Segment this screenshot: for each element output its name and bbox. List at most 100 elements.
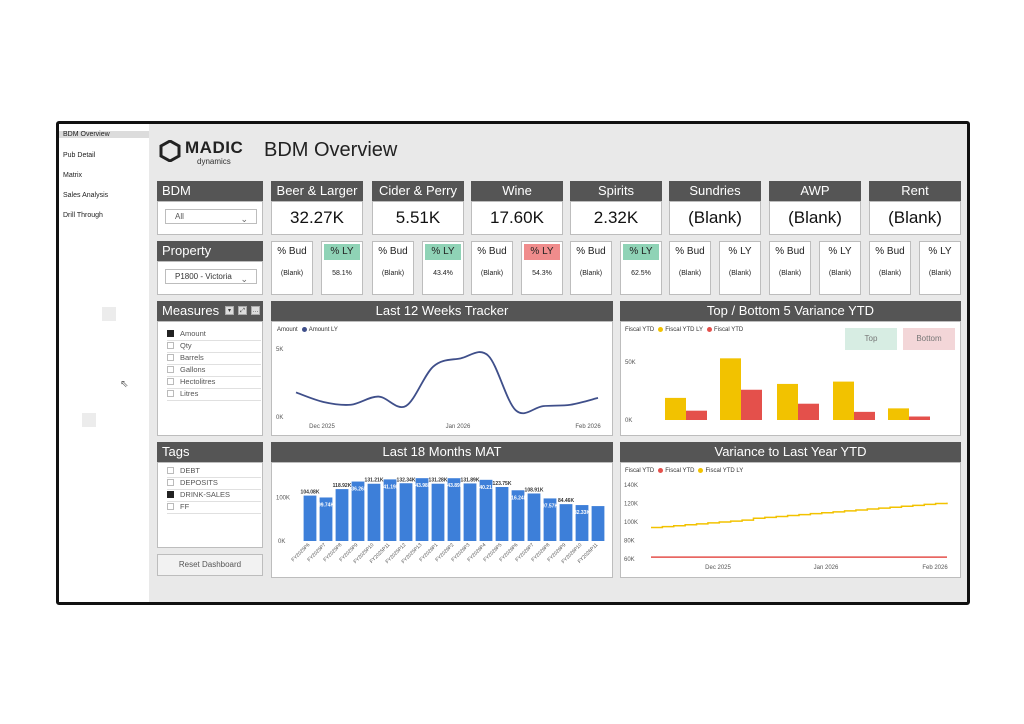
mat-data-label: 143.98K <box>413 483 432 489</box>
tag-option-drink-sales[interactable]: DRINK-SALES <box>167 489 261 502</box>
page-title: BDM Overview <box>264 139 398 161</box>
measure-option-barrels[interactable]: Barrels <box>167 352 261 365</box>
kpi-ly-box: % LY 54.3% <box>521 241 563 295</box>
top-button[interactable]: Top <box>845 328 897 350</box>
nav-item-matrix[interactable]: Matrix <box>63 172 83 179</box>
kpi-bud-box: % Bud (Blank) <box>769 241 811 295</box>
more-options-icon[interactable]: … <box>251 306 260 315</box>
mat-data-label: 108.91K <box>525 487 544 493</box>
measure-option-litres[interactable]: Litres <box>167 388 261 401</box>
kpi-card-header-sundries: Sundries <box>669 181 761 201</box>
list-item-label: Gallons <box>180 365 206 374</box>
kpi-card-header-cider: Cider & Perry <box>372 181 464 201</box>
tag-option-debt[interactable]: DEBT <box>167 465 261 478</box>
measure-option-gallons[interactable]: Gallons <box>167 364 261 377</box>
kpi-card-header-awp: AWP <box>769 181 861 201</box>
y-tick-label: 80K <box>624 539 635 545</box>
checkbox-icon <box>167 390 174 397</box>
kpi-bud-value: (Blank) <box>678 270 702 277</box>
kpi-ly-label: % LY <box>728 246 752 257</box>
mat-data-label: 141.19K <box>381 484 400 490</box>
nav-item-pub-detail[interactable]: Pub Detail <box>63 152 96 159</box>
legend-dot-icon <box>698 468 704 473</box>
kpi-bud-label: % Bud <box>576 246 606 257</box>
kpi-ly-value: 58.1% <box>332 270 352 277</box>
y-tick-label: 140K <box>624 483 638 489</box>
kpi-value-spirits: 2.32K <box>570 201 662 235</box>
kpi-bud-box: % Bud (Blank) <box>669 241 711 295</box>
bdm-dropdown[interactable]: All ⌄ <box>165 209 257 224</box>
mat-bar <box>575 505 589 541</box>
property-filter-header: Property <box>157 241 263 261</box>
legend-item: Amount LY <box>308 327 338 334</box>
mat-data-label: 82.33K <box>574 510 591 516</box>
checkbox-icon <box>167 467 174 474</box>
bar-fiscal-ytd <box>909 416 930 420</box>
legend-dot-icon <box>301 327 307 332</box>
list-item-label: Barrels <box>180 353 204 362</box>
mat-bar <box>335 489 349 541</box>
filter-icon[interactable]: ▾ <box>225 306 234 315</box>
legend-item: Amount <box>277 327 298 334</box>
mat-data-label: 84.46K <box>558 498 575 504</box>
list-item-label: DEPOSITS <box>180 478 218 487</box>
bottom-button[interactable]: Bottom <box>903 328 955 350</box>
mat-data-label: 116.24K <box>509 495 528 501</box>
mat-bar <box>479 479 493 541</box>
measure-option-qty[interactable]: Qty <box>167 340 261 353</box>
fiscal-ytd-ly-line <box>651 502 948 529</box>
mat-data-label: 132.34K <box>397 477 416 483</box>
list-item-label: Amount <box>180 329 206 338</box>
x-tick-label: Feb 2026 <box>922 565 948 571</box>
kpi-ly-value: 54.3% <box>532 270 552 277</box>
kpi-value-sundries: (Blank) <box>669 201 761 235</box>
logo-hexagon-icon <box>159 140 181 162</box>
tag-option-deposits[interactable]: DEPOSITS <box>167 477 261 490</box>
nav-item-sales-analysis[interactable]: Sales Analysis <box>63 192 109 199</box>
bar-fiscal-ytd <box>798 403 819 420</box>
chevron-down-icon: ⌄ <box>240 274 248 284</box>
kpi-value-beer: 32.27K <box>271 201 363 235</box>
kpi-bud-value: (Blank) <box>280 270 304 277</box>
kpi-bud-value: (Blank) <box>579 270 603 277</box>
nav-item-drill-through[interactable]: Drill Through <box>63 212 103 219</box>
tag-option-ff[interactable]: FF <box>167 501 261 514</box>
property-dropdown[interactable]: P1800 - Victoria ⌄ <box>165 269 257 284</box>
mat-data-label: 118.92K <box>333 483 352 489</box>
weeks-tracker-chart: 5K 0K Dec 2025 Jan 2026 Feb 2026 <box>276 347 601 430</box>
bar-fiscal-ytd <box>741 389 762 420</box>
kpi-ly-label: % LY <box>324 244 360 260</box>
mat-bar <box>511 490 525 541</box>
measure-option-amount[interactable]: Amount <box>167 328 261 341</box>
measures-header: Measures ▾ ⤢ … <box>157 301 263 321</box>
bar-fiscal-ytd-ly <box>888 408 909 420</box>
reset-dashboard-button[interactable]: Reset Dashboard <box>157 554 263 576</box>
placeholder-square <box>102 307 116 321</box>
kpi-ly-value: (Blank) <box>728 270 752 277</box>
legend-dot-icon <box>707 327 713 332</box>
variance-header: Variance to Last Year YTD <box>620 442 961 462</box>
kpi-ly-value: (Blank) <box>928 270 952 277</box>
x-tick-label: Jan 2026 <box>446 424 471 430</box>
measure-option-hectolitres[interactable]: Hectolitres <box>167 376 261 389</box>
legend-item: Fiscal YTD LY <box>665 327 704 334</box>
checkbox-icon <box>167 378 174 385</box>
x-tick-label: Feb 2026 <box>575 424 601 430</box>
mat-bar <box>559 504 573 541</box>
mouse-cursor-icon: ⇖ <box>120 379 129 390</box>
chevron-down-icon: ⌄ <box>240 214 248 224</box>
mat-bar <box>463 483 477 541</box>
list-item-label: Hectolitres <box>180 377 216 386</box>
nav-item-bdm-overview[interactable]: BDM Overview <box>59 131 149 138</box>
kpi-ly-label: % LY <box>928 246 952 257</box>
measures-list: Amount Qty Barrels Gallons Hectolitres L… <box>157 321 263 436</box>
mat-bar <box>591 506 605 541</box>
kpi-bud-box: % Bud (Blank) <box>869 241 911 295</box>
expand-icon[interactable]: ⤢ <box>238 306 247 315</box>
mat-chart: 100K0K104.08KFY2025P699.74KFY2025P7118.9… <box>276 477 605 565</box>
kpi-value-rent: (Blank) <box>869 201 961 235</box>
kpi-value-wine: 17.60K <box>471 201 563 235</box>
kpi-bud-label: % Bud <box>775 246 805 257</box>
mat-data-label: 123.75K <box>493 481 512 487</box>
kpi-ly-label: % LY <box>425 244 461 260</box>
